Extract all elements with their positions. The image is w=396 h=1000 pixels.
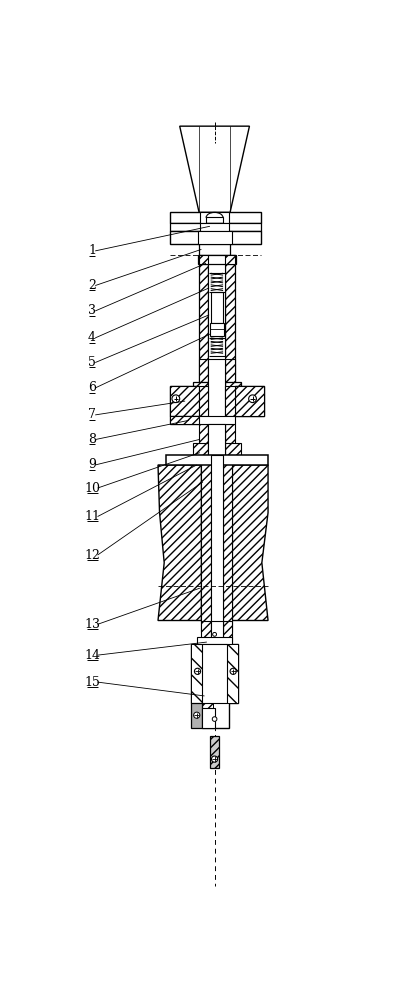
Text: 14: 14 (84, 649, 100, 662)
Polygon shape (200, 212, 229, 223)
Bar (199, 359, 208, 382)
Bar (208, 255, 225, 386)
Bar (208, 359, 225, 455)
Text: 9: 9 (88, 458, 96, 471)
Bar (211, 455, 223, 632)
Bar (169, 231, 261, 244)
Text: 10: 10 (84, 482, 100, 495)
Circle shape (194, 668, 201, 674)
Bar (208, 424, 225, 455)
Bar (199, 386, 208, 416)
Text: 6: 6 (88, 381, 96, 394)
Bar (235, 386, 264, 416)
Bar (225, 255, 235, 264)
Bar (169, 416, 233, 424)
Bar (193, 443, 208, 455)
Bar (169, 223, 261, 231)
Polygon shape (158, 465, 202, 620)
Bar (202, 455, 211, 632)
Bar (210, 736, 219, 768)
Bar (225, 386, 235, 416)
Bar (211, 292, 223, 323)
Bar (199, 416, 235, 424)
Bar (223, 455, 232, 632)
Polygon shape (180, 126, 249, 212)
Text: 12: 12 (84, 549, 100, 562)
Circle shape (212, 717, 217, 721)
Bar (211, 620, 223, 642)
Bar (199, 255, 208, 264)
Circle shape (172, 395, 180, 403)
Circle shape (230, 668, 236, 674)
Bar (202, 703, 213, 728)
Bar (199, 244, 230, 255)
Bar (198, 255, 236, 264)
Bar (199, 255, 208, 386)
Polygon shape (191, 644, 238, 728)
Bar (166, 455, 268, 465)
Bar (210, 323, 224, 336)
Bar (198, 231, 232, 244)
Bar (235, 386, 264, 416)
Bar (223, 620, 232, 642)
Bar (225, 443, 241, 455)
Circle shape (194, 712, 200, 718)
Circle shape (249, 395, 257, 403)
Bar (227, 644, 238, 703)
Bar (202, 644, 227, 703)
Bar (193, 382, 208, 401)
Text: 15: 15 (84, 676, 100, 689)
Text: 7: 7 (88, 408, 96, 421)
Bar (169, 416, 233, 424)
Bar (225, 359, 235, 382)
Bar (191, 644, 202, 703)
Bar (169, 212, 261, 223)
Text: 3: 3 (88, 304, 96, 317)
Polygon shape (232, 465, 268, 620)
Text: 13: 13 (84, 618, 100, 631)
Bar (202, 620, 211, 642)
Bar (169, 386, 199, 416)
Bar (169, 386, 199, 416)
Bar (225, 255, 235, 386)
Text: 2: 2 (88, 279, 96, 292)
Polygon shape (202, 708, 215, 728)
Bar (199, 424, 208, 455)
Circle shape (211, 756, 218, 762)
Text: 8: 8 (88, 433, 96, 446)
Bar (225, 382, 241, 401)
Text: 11: 11 (84, 510, 100, 523)
Text: 1: 1 (88, 244, 96, 257)
Text: 4: 4 (88, 331, 96, 344)
Bar (197, 637, 232, 644)
Circle shape (213, 632, 217, 636)
Bar (225, 424, 235, 455)
Text: 5: 5 (88, 356, 96, 369)
Bar (191, 703, 202, 728)
Bar (200, 223, 229, 231)
